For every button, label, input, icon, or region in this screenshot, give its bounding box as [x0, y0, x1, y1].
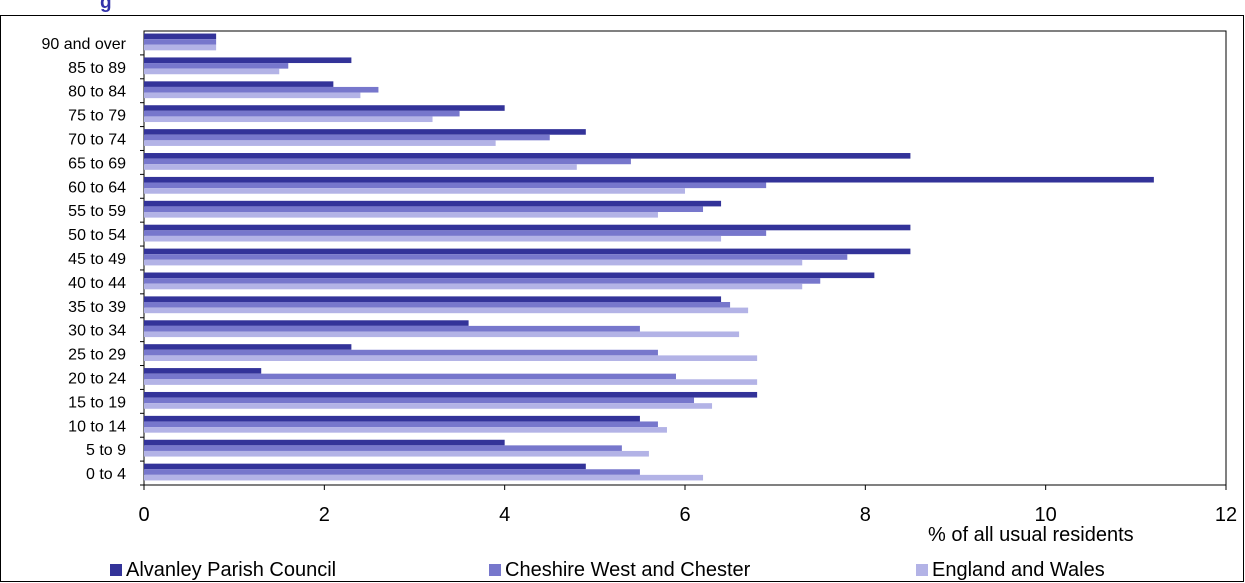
bar-cheshire-20-to-24 — [144, 373, 676, 380]
y-tick-label: 5 to 9 — [86, 442, 126, 459]
bar-alvanley-45-to-49 — [144, 248, 911, 255]
bar-alvanley-40-to-44 — [144, 272, 875, 279]
bar-england-wales-75-to-79 — [144, 116, 433, 123]
y-tick-label: 75 to 79 — [68, 108, 126, 125]
bar-cheshire-15-to-19 — [144, 397, 695, 404]
bar-england-wales-15-to-19 — [144, 403, 713, 409]
x-tick-label: 8 — [860, 504, 871, 526]
y-tick-label: 35 to 39 — [68, 299, 126, 316]
y-tick-label: 80 to 84 — [68, 84, 126, 101]
bar-england-wales-25-to-29 — [144, 355, 758, 361]
bar-england-wales-35-to-39 — [144, 307, 749, 314]
y-tick-label: 10 to 14 — [68, 418, 126, 435]
bar-cheshire-10-to-14 — [144, 421, 658, 428]
bar-alvanley-60-to-64 — [144, 176, 1154, 183]
bar-cheshire-30-to-34 — [144, 325, 640, 332]
bar-cheshire-75-to-79 — [144, 110, 460, 117]
bar-alvanley-5-to-9 — [144, 439, 505, 446]
bar-cheshire-90-and-over — [144, 39, 217, 45]
bar-alvanley-50-to-54 — [144, 224, 911, 231]
x-tick-label: 12 — [1215, 504, 1237, 526]
bar-england-wales-65-to-69 — [144, 164, 577, 170]
legend-swatch-cheshire — [489, 564, 501, 576]
legend-label-cheshire: Cheshire West and Chester — [505, 558, 751, 581]
bar-cheshire-40-to-44 — [144, 278, 821, 284]
x-tick-label: 4 — [499, 504, 510, 526]
bar-england-wales-0-to-4 — [144, 474, 704, 481]
y-tick-label: 40 to 44 — [68, 275, 126, 292]
bar-alvanley-65-to-69 — [144, 153, 911, 159]
bar-alvanley-25-to-29 — [144, 344, 352, 350]
bar-cheshire-65-to-69 — [144, 158, 631, 165]
bar-alvanley-10-to-14 — [144, 415, 640, 422]
y-tick-label: 85 to 89 — [68, 60, 126, 77]
legend-item-cheshire: Cheshire West and Chester — [489, 557, 750, 583]
legend-swatch-alvanley — [110, 564, 122, 576]
bar-alvanley-20-to-24 — [144, 368, 262, 374]
y-tick-label: 45 to 49 — [68, 251, 126, 268]
legend-label-alvanley: Alvanley Parish Council — [126, 558, 337, 581]
y-tick-label: 65 to 69 — [68, 155, 126, 172]
bar-alvanley-90-and-over — [144, 33, 217, 40]
bar-england-wales-55-to-59 — [144, 212, 658, 218]
y-tick-label: 90 and over — [41, 36, 126, 53]
y-tick-label: 50 to 54 — [68, 227, 126, 244]
bar-cheshire-25-to-29 — [144, 349, 658, 356]
legend-item-england-wales: England and Wales — [916, 557, 1105, 583]
bar-alvanley-55-to-59 — [144, 200, 722, 207]
chart-title-fragment: g — [100, 0, 112, 13]
bar-england-wales-40-to-44 — [144, 283, 803, 290]
bar-cheshire-55-to-59 — [144, 206, 704, 213]
y-tick-label: 30 to 34 — [68, 323, 126, 340]
bar-alvanley-35-to-39 — [144, 296, 722, 302]
bar-cheshire-85-to-89 — [144, 63, 289, 69]
x-tick-label: 0 — [138, 504, 149, 526]
x-tick-label: 6 — [679, 504, 690, 526]
y-tick-label: 70 to 74 — [68, 132, 126, 149]
bar-england-wales-50-to-54 — [144, 235, 722, 242]
x-tick-label: 2 — [319, 504, 330, 526]
y-tick-label: 0 to 4 — [86, 466, 126, 483]
bar-cheshire-0-to-4 — [144, 469, 640, 475]
bar-cheshire-50-to-54 — [144, 230, 767, 236]
bar-alvanley-0-to-4 — [144, 463, 586, 470]
bar-alvanley-80-to-84 — [144, 81, 334, 87]
bar-england-wales-85-to-89 — [144, 68, 280, 75]
legend-label-england-wales: England and Wales — [932, 558, 1105, 581]
x-axis-title: % of all usual residents — [928, 524, 1134, 546]
bar-england-wales-70-to-74 — [144, 140, 496, 146]
bar-england-wales-30-to-34 — [144, 331, 740, 338]
y-tick-label: 60 to 64 — [68, 179, 126, 196]
legend-swatch-england-wales — [916, 564, 928, 576]
bar-england-wales-10-to-14 — [144, 427, 667, 433]
bar-england-wales-20-to-24 — [144, 379, 758, 385]
y-tick-label: 25 to 29 — [68, 347, 126, 364]
bar-alvanley-85-to-89 — [144, 57, 352, 64]
bar-cheshire-35-to-39 — [144, 301, 731, 308]
x-tick-label: 10 — [1035, 504, 1057, 526]
legend-item-alvanley: Alvanley Parish Council — [110, 557, 336, 583]
bar-england-wales-5-to-9 — [144, 450, 649, 457]
bar-alvanley-15-to-19 — [144, 391, 758, 398]
y-tick-label: 20 to 24 — [68, 370, 126, 387]
bar-cheshire-60-to-64 — [144, 182, 767, 189]
y-tick-label: 55 to 59 — [68, 203, 126, 220]
bar-england-wales-45-to-49 — [144, 259, 803, 266]
bar-england-wales-60-to-64 — [144, 188, 685, 194]
bar-alvanley-75-to-79 — [144, 105, 505, 111]
bar-cheshire-70-to-74 — [144, 134, 550, 141]
y-tick-label: 15 to 19 — [68, 394, 126, 411]
bar-cheshire-45-to-49 — [144, 254, 848, 260]
outer-frame — [0, 15, 1244, 582]
bar-england-wales-90-and-over — [144, 44, 217, 51]
bar-cheshire-80-to-84 — [144, 86, 379, 93]
bar-cheshire-5-to-9 — [144, 445, 622, 451]
bar-alvanley-30-to-34 — [144, 320, 469, 326]
bar-alvanley-70-to-74 — [144, 129, 586, 135]
bar-england-wales-80-to-84 — [144, 92, 361, 99]
